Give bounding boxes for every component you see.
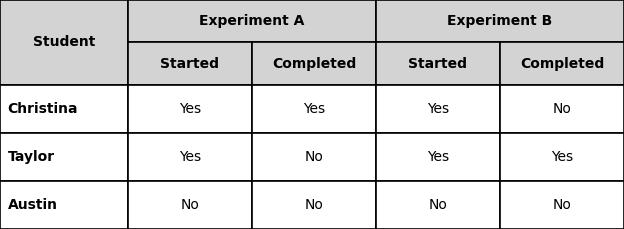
Text: Christina: Christina: [7, 102, 78, 116]
Bar: [0, 181, 128, 229]
Bar: [128, 0, 376, 42]
Text: Yes: Yes: [303, 102, 325, 116]
Bar: [0, 0, 128, 85]
Text: Completed: Completed: [272, 57, 356, 71]
Bar: [252, 42, 376, 85]
Bar: [376, 42, 500, 85]
Bar: [376, 0, 624, 42]
Text: Experiment B: Experiment B: [447, 14, 553, 28]
Text: No: No: [429, 198, 447, 212]
Bar: [252, 85, 376, 133]
Bar: [500, 133, 624, 181]
Text: Experiment A: Experiment A: [199, 14, 305, 28]
Bar: [376, 85, 500, 133]
Text: No: No: [305, 198, 323, 212]
Bar: [128, 181, 252, 229]
Text: Yes: Yes: [427, 150, 449, 164]
Bar: [376, 181, 500, 229]
Text: No: No: [553, 102, 572, 116]
Text: Student: Student: [33, 35, 95, 49]
Bar: [128, 85, 252, 133]
Text: Started: Started: [409, 57, 467, 71]
Bar: [252, 133, 376, 181]
Text: Started: Started: [160, 57, 220, 71]
Bar: [0, 85, 128, 133]
Text: Yes: Yes: [551, 150, 573, 164]
Text: No: No: [553, 198, 572, 212]
Bar: [128, 42, 252, 85]
Bar: [500, 181, 624, 229]
Text: No: No: [305, 150, 323, 164]
Bar: [500, 85, 624, 133]
Bar: [252, 181, 376, 229]
Bar: [500, 42, 624, 85]
Bar: [376, 133, 500, 181]
Text: Completed: Completed: [520, 57, 604, 71]
Text: Yes: Yes: [179, 150, 201, 164]
Text: Yes: Yes: [427, 102, 449, 116]
Text: No: No: [180, 198, 200, 212]
Text: Taylor: Taylor: [7, 150, 55, 164]
Text: Austin: Austin: [7, 198, 57, 212]
Text: Yes: Yes: [179, 102, 201, 116]
Bar: [0, 133, 128, 181]
Bar: [128, 133, 252, 181]
